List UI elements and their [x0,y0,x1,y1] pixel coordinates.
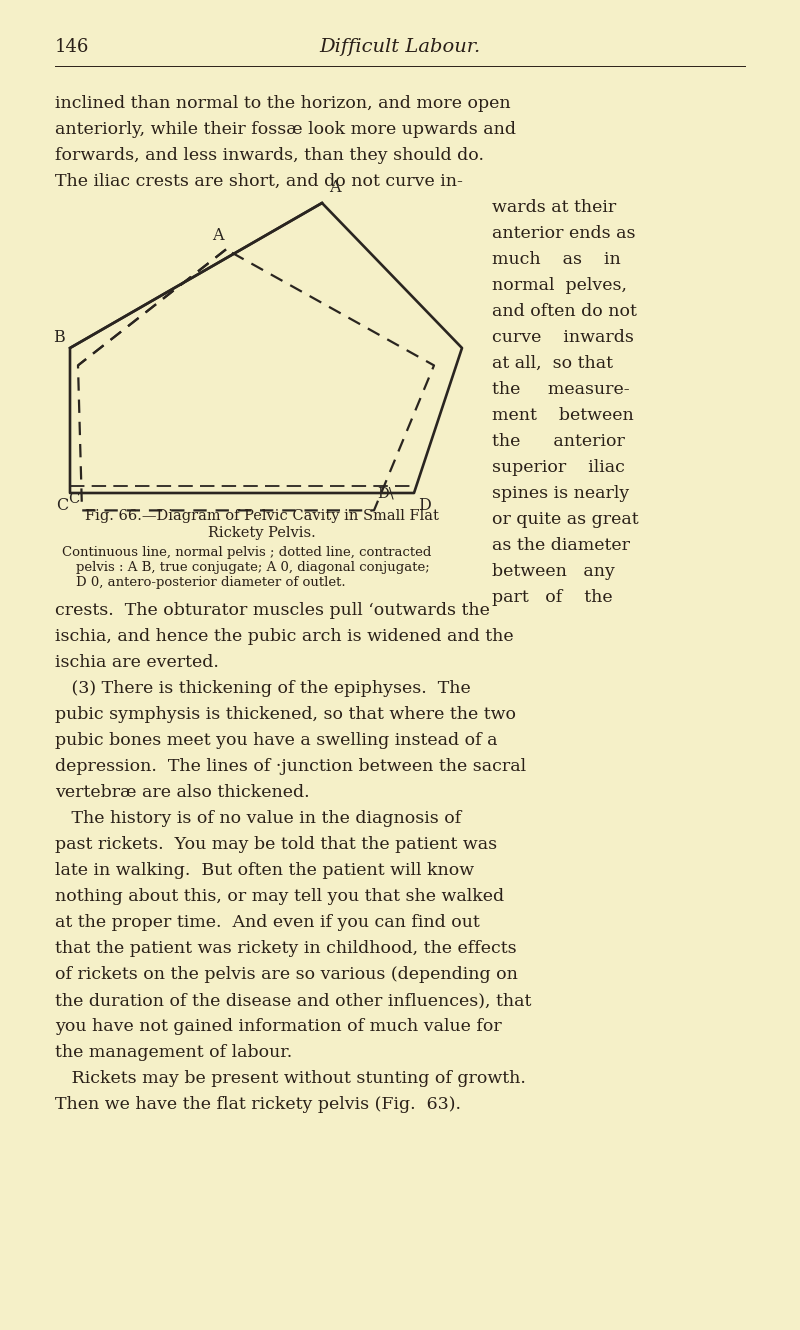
Text: ischia are everted.: ischia are everted. [55,654,219,672]
Text: pelvis : A B, true conjugate; A 0, diagonal conjugate;: pelvis : A B, true conjugate; A 0, diago… [76,561,430,575]
Text: Fig. 66.—Diagram of Pelvic Cavity in Small Flat: Fig. 66.—Diagram of Pelvic Cavity in Sma… [85,509,439,523]
Text: ischia, and hence the pubic arch is widened and the: ischia, and hence the pubic arch is wide… [55,628,514,645]
Text: pubic bones meet you have a swelling instead of a: pubic bones meet you have a swelling ins… [55,732,498,749]
Text: D 0, antero-posterior diameter of outlet.: D 0, antero-posterior diameter of outlet… [76,576,346,589]
Text: vertebræ are also thickened.: vertebræ are also thickened. [55,783,310,801]
Text: late in walking.  But often the patient will know: late in walking. But often the patient w… [55,862,474,879]
Text: C: C [68,492,79,507]
Text: that the patient was rickety in childhood, the effects: that the patient was rickety in childhoo… [55,940,517,958]
Text: A: A [213,227,224,245]
Text: C: C [56,497,68,513]
Text: (3) There is thickening of the epiphyses.  The: (3) There is thickening of the epiphyses… [55,680,470,697]
Text: you have not gained information of much value for: you have not gained information of much … [55,1017,502,1035]
Text: normal  pelves,: normal pelves, [492,277,627,294]
Text: depression.  The lines of ·junction between the sacral: depression. The lines of ·junction betwe… [55,758,526,775]
Text: wards at their: wards at their [492,200,616,215]
Text: much    as    in: much as in [492,251,621,269]
Text: the      anterior: the anterior [492,434,625,450]
Text: the duration of the disease and other influences), that: the duration of the disease and other in… [55,992,531,1009]
Text: The iliac crests are short, and do not curve in-: The iliac crests are short, and do not c… [55,173,463,190]
Text: ment    between: ment between [492,407,634,424]
Text: D: D [418,497,430,513]
Text: superior    iliac: superior iliac [492,459,625,476]
Text: anterior ends as: anterior ends as [492,225,635,242]
Text: at the proper time.  And even if you can find out: at the proper time. And even if you can … [55,914,480,931]
Text: at all,  so that: at all, so that [492,355,613,372]
Text: part   of    the: part of the [492,589,613,606]
Text: nothing about this, or may tell you that she walked: nothing about this, or may tell you that… [55,888,504,904]
Text: forwards, and less inwards, than they should do.: forwards, and less inwards, than they sh… [55,148,484,164]
Text: inclined than normal to the horizon, and more open: inclined than normal to the horizon, and… [55,94,510,112]
Text: the     measure-: the measure- [492,380,630,398]
Text: and often do not: and often do not [492,303,637,321]
Text: B: B [54,329,65,346]
Text: anteriorly, while their fossæ look more upwards and: anteriorly, while their fossæ look more … [55,121,516,138]
Text: pubic symphysis is thickened, so that where the two: pubic symphysis is thickened, so that wh… [55,706,516,724]
Text: curve    inwards: curve inwards [492,329,634,346]
Text: A: A [329,180,341,196]
Text: D\: D\ [377,487,394,500]
Text: between   any: between any [492,563,615,580]
Text: crests.  The obturator muscles pull ‘outwards the: crests. The obturator muscles pull ‘outw… [55,602,490,618]
Text: the management of labour.: the management of labour. [55,1044,292,1061]
Text: Then we have the flat rickety pelvis (Fig.  63).: Then we have the flat rickety pelvis (Fi… [55,1096,461,1113]
Text: Difficult Labour.: Difficult Labour. [319,39,481,56]
Text: or quite as great: or quite as great [492,511,638,528]
Text: of rickets on the pelvis are so various (depending on: of rickets on the pelvis are so various … [55,966,518,983]
Text: Rickets may be present without stunting of growth.: Rickets may be present without stunting … [55,1071,526,1087]
Text: The history is of no value in the diagnosis of: The history is of no value in the diagno… [55,810,462,827]
Text: 146: 146 [55,39,90,56]
Text: spines is nearly: spines is nearly [492,485,630,501]
Text: Rickety Pelvis.: Rickety Pelvis. [208,525,316,540]
Text: as the diameter: as the diameter [492,537,630,555]
Text: past rickets.  You may be told that the patient was: past rickets. You may be told that the p… [55,837,497,853]
Text: Continuous line, normal pelvis ; dotted line, contracted: Continuous line, normal pelvis ; dotted … [62,547,431,559]
